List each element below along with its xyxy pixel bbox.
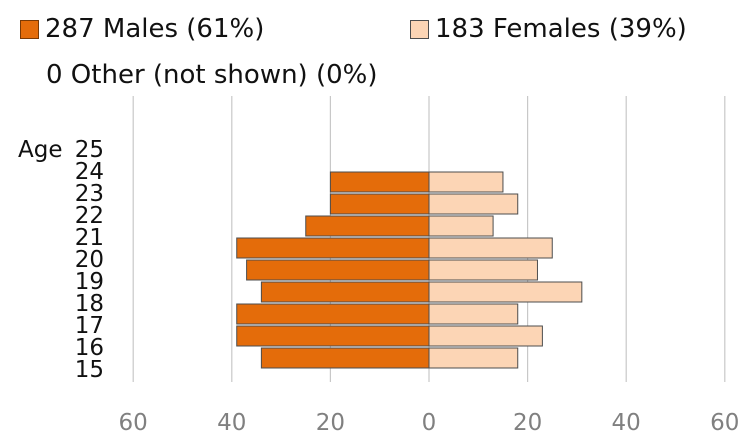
legend-label-other: 0 Other (not shown) (0%) bbox=[46, 60, 378, 90]
bar-females-age-18 bbox=[428, 303, 519, 325]
x-tick-label: 40 bbox=[217, 410, 246, 436]
x-tick-label: 60 bbox=[119, 410, 148, 436]
bar-females-age-20 bbox=[428, 259, 538, 281]
age-tick-label-25: 25 bbox=[75, 137, 104, 163]
legend-item-females: 183 Females (39%) bbox=[410, 14, 687, 44]
age-tick-label-22: 22 bbox=[75, 203, 104, 229]
bar-males-age-21 bbox=[236, 237, 430, 259]
x-tick-label: 20 bbox=[316, 410, 345, 436]
legend-item-males: 287 Males (61%) bbox=[20, 14, 264, 44]
age-axis-title: Age bbox=[18, 137, 62, 163]
age-tick-label-19: 19 bbox=[75, 269, 104, 295]
males-swatch bbox=[20, 19, 39, 39]
age-tick-label-15: 15 bbox=[75, 357, 104, 383]
bar-males-age-16 bbox=[260, 347, 430, 369]
legend-label-males: 287 Males (61%) bbox=[45, 14, 265, 44]
bar-females-age-23 bbox=[428, 193, 519, 215]
x-tick-label: 60 bbox=[710, 410, 739, 436]
x-tick-label: 40 bbox=[612, 410, 641, 436]
age-tick-label-17: 17 bbox=[75, 313, 104, 339]
bar-males-age-17 bbox=[236, 325, 430, 347]
bar-females-age-16 bbox=[428, 347, 519, 369]
legend-label-females: 183 Females (39%) bbox=[435, 14, 687, 44]
bar-males-age-24 bbox=[329, 171, 430, 193]
bar-males-age-22 bbox=[305, 215, 430, 237]
age-tick-label-20: 20 bbox=[75, 247, 104, 273]
females-swatch bbox=[410, 19, 429, 39]
bars bbox=[236, 171, 583, 369]
age-tick-label-23: 23 bbox=[75, 181, 104, 207]
bar-females-age-24 bbox=[428, 171, 504, 193]
bar-males-age-19 bbox=[260, 281, 430, 303]
x-tick-labels: 60 40 20 0 20 40 60 bbox=[119, 410, 740, 436]
bar-females-age-19 bbox=[428, 281, 583, 303]
bar-females-age-21 bbox=[428, 237, 553, 259]
bar-males-age-18 bbox=[236, 303, 430, 325]
x-tick-label: 20 bbox=[513, 410, 542, 436]
age-tick-label-18: 18 bbox=[75, 291, 104, 317]
x-tick-label: 0 bbox=[422, 410, 437, 436]
bar-females-age-17 bbox=[428, 325, 543, 347]
bar-males-age-23 bbox=[329, 193, 430, 215]
age-tick-label-21: 21 bbox=[75, 225, 104, 251]
bar-females-age-22 bbox=[428, 215, 494, 237]
legend-item-other: 0 Other (not shown) (0%) bbox=[46, 60, 378, 90]
age-tick-label-24: 24 bbox=[75, 159, 104, 185]
age-tick-label-16: 16 bbox=[75, 335, 104, 361]
bar-males-age-20 bbox=[246, 259, 430, 281]
